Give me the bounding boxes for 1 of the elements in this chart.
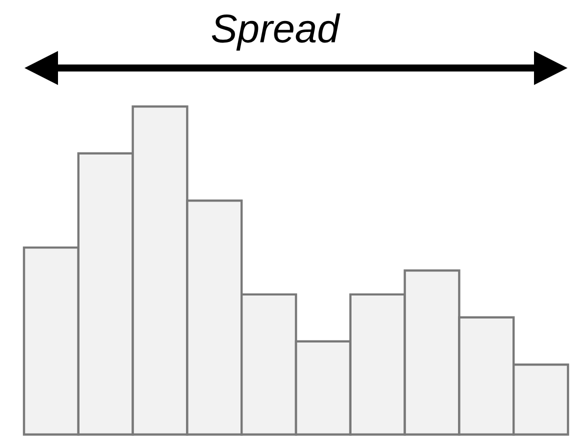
chart-title: Spread — [212, 13, 340, 51]
